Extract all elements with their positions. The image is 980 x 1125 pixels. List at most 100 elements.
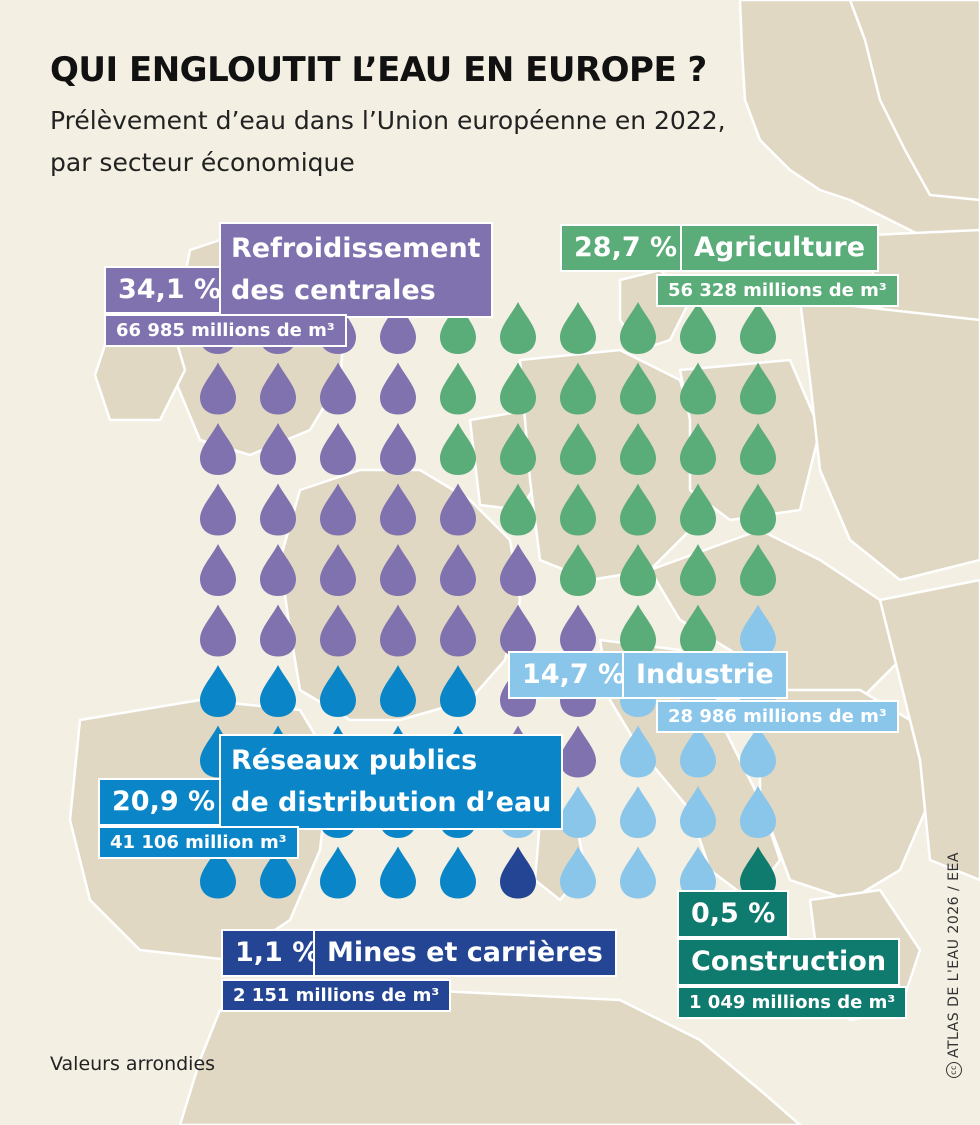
drop-agriculture [440, 302, 476, 354]
agriculture-percent-label: 28,7 % [560, 224, 692, 272]
drop-mining [500, 846, 536, 899]
drop-agriculture [740, 483, 776, 536]
drop-industry [740, 786, 776, 838]
drop-agriculture [620, 362, 656, 415]
drop-cooling [500, 604, 536, 657]
drop-industry [620, 846, 656, 899]
drop-cooling [500, 544, 536, 596]
drop-agriculture [620, 483, 656, 536]
drop-cooling [320, 362, 356, 415]
rounding-note: Valeurs arrondies [50, 1053, 216, 1075]
drop-cooling [260, 362, 296, 415]
drop-agriculture [680, 302, 716, 354]
drop-agriculture [500, 362, 536, 415]
drop-agriculture [560, 362, 596, 415]
drop-agriculture [560, 544, 596, 596]
drop-cooling [200, 423, 236, 475]
drop-industry [560, 846, 596, 899]
agriculture-volume-label: 56 328 millions de m³ [656, 274, 899, 307]
drop-agriculture [500, 302, 536, 354]
cooling-percent-label: 34,1 % [104, 266, 236, 314]
drop-agriculture [680, 423, 716, 475]
drop-cooling [380, 362, 416, 415]
drop-agriculture [740, 302, 776, 354]
construction-name-label: Construction [677, 938, 901, 986]
drop-industry [620, 786, 656, 838]
drop-public [380, 846, 416, 899]
subtitle-line-2: par secteur économique [50, 148, 355, 177]
drop-cooling [200, 544, 236, 596]
drop-agriculture [680, 483, 716, 536]
drop-cooling [380, 544, 416, 596]
drop-public [260, 665, 296, 717]
drop-public [320, 846, 356, 899]
drop-cooling [260, 423, 296, 475]
public-supply-name-label: Réseaux publics de distribution d’eau [219, 734, 564, 830]
drop-cooling [320, 483, 356, 536]
mining-volume-label: 2 151 millions de m³ [221, 979, 452, 1012]
drop-public [440, 665, 476, 717]
chart-subtitle: Prélèvement d’eau dans l’Union européenn… [50, 100, 830, 184]
drop-agriculture [560, 423, 596, 475]
drop-agriculture [440, 362, 476, 415]
drop-cooling [380, 302, 416, 354]
drop-agriculture [740, 544, 776, 596]
map-east [798, 298, 980, 582]
industry-name-label: Industrie [622, 651, 788, 699]
industry-volume-label: 28 986 millions de m³ [656, 700, 899, 733]
public-supply-percent-label: 20,9 % [98, 778, 230, 826]
drop-agriculture [740, 423, 776, 475]
drop-industry [740, 725, 776, 778]
drop-cooling [200, 483, 236, 536]
drop-cooling [380, 604, 416, 657]
drop-agriculture [560, 302, 596, 354]
drop-cooling [380, 483, 416, 536]
subtitle-line-1: Prélèvement d’eau dans l’Union européenn… [50, 106, 726, 135]
cooling-name-line-2: des centrales [231, 275, 436, 306]
drop-agriculture [500, 483, 536, 536]
drop-industry [680, 846, 716, 899]
drop-industry [560, 786, 596, 838]
drop-cooling [260, 544, 296, 596]
drop-cooling [200, 604, 236, 657]
drop-construction [740, 846, 776, 899]
drop-cooling [320, 544, 356, 596]
drop-agriculture [680, 362, 716, 415]
drop-industry [740, 604, 776, 657]
agriculture-name-label: Agriculture [680, 224, 880, 272]
source-credit: cc ATLAS DE L'EAU 2026 / EEA [946, 852, 962, 1078]
drop-industry [680, 725, 716, 778]
drop-agriculture [620, 423, 656, 475]
mining-name-label: Mines et carrières [313, 929, 617, 977]
drop-agriculture [620, 604, 656, 657]
cooling-name-label: Refroidissement des centrales [219, 222, 493, 318]
map-finland [848, 0, 980, 202]
drop-cooling [440, 544, 476, 596]
drop-public [380, 665, 416, 717]
drop-public [260, 846, 296, 899]
cooling-volume-label: 66 985 millions de m³ [104, 314, 347, 347]
map-east-south [878, 578, 980, 882]
industry-percent-label: 14,7 % [508, 651, 640, 699]
drop-cooling [380, 423, 416, 475]
drop-agriculture [440, 423, 476, 475]
drop-public [440, 846, 476, 899]
drop-agriculture [500, 423, 536, 475]
construction-volume-label: 1 049 millions de m³ [677, 986, 908, 1019]
drop-public [200, 846, 236, 899]
drop-cooling [440, 483, 476, 536]
drop-cooling [260, 604, 296, 657]
public-supply-volume-label: 41 106 million m³ [98, 826, 299, 859]
drop-agriculture [620, 302, 656, 354]
drop-agriculture [560, 483, 596, 536]
drop-agriculture [680, 544, 716, 596]
chart-title: QUI ENGLOUTIT L’EAU EN EUROPE ? [50, 50, 707, 90]
drop-cooling [560, 604, 596, 657]
drop-cooling [320, 423, 356, 475]
drop-public [320, 665, 356, 717]
drop-cooling [560, 725, 596, 778]
drop-industry [620, 725, 656, 778]
drop-agriculture [740, 362, 776, 415]
drop-cooling [200, 362, 236, 415]
